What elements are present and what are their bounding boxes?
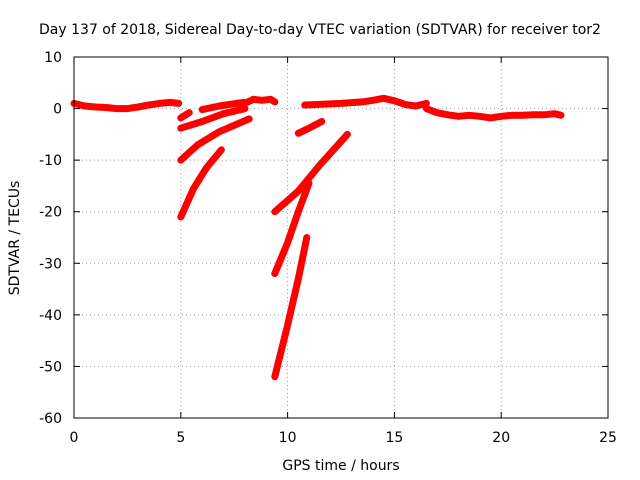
- y-tick-label: -60: [39, 411, 62, 427]
- y-tick-label: -30: [39, 256, 62, 272]
- y-tick-label: -10: [39, 153, 62, 169]
- y-axis-label: SDTVAR / TECUs: [7, 181, 23, 296]
- y-tick-label: -40: [39, 308, 62, 324]
- series-arc-deepest-9-11: [271, 234, 311, 381]
- grid: [74, 57, 608, 418]
- series-arc-upper-6: [198, 98, 249, 114]
- y-tick-label: 10: [44, 50, 62, 66]
- x-tick-label: 5: [176, 430, 185, 446]
- series-arc-bump-8-9: [241, 95, 279, 107]
- y-tick-label: -20: [39, 205, 62, 221]
- series-arc-mid-5-8: [177, 105, 249, 132]
- x-tick-label: 25: [599, 430, 617, 446]
- series-arc-lower-5-8: [177, 115, 253, 164]
- series-arc-short-5: [177, 109, 193, 122]
- series-arc-short-11: [294, 118, 326, 137]
- y-tick-label: 0: [53, 102, 62, 118]
- x-tick-label: 0: [70, 430, 79, 446]
- series-main-trace-2: [301, 94, 430, 110]
- chart-title: Day 137 of 2018, Sidereal Day-to-day VTE…: [39, 22, 601, 38]
- x-tick-label: 10: [279, 430, 297, 446]
- series-arc-steep-5-7: [177, 146, 225, 221]
- plot-frame: [73, 56, 609, 419]
- axis-ticks: 0 5 10 15 20 25 -60 -50 -40 -30 -20 -10 0 10: [39, 50, 617, 446]
- x-tick-label: 15: [385, 430, 403, 446]
- y-tick-label: -50: [39, 359, 62, 375]
- x-axis-label: GPS time / hours: [282, 458, 399, 474]
- series-main-trace-3: [422, 105, 565, 122]
- series-arc-steep-9-11: [271, 179, 313, 278]
- series-group: [70, 94, 565, 381]
- series-arc-long-9-13: [271, 130, 351, 216]
- x-tick-label: 20: [492, 430, 510, 446]
- series-main-trace: [70, 98, 183, 113]
